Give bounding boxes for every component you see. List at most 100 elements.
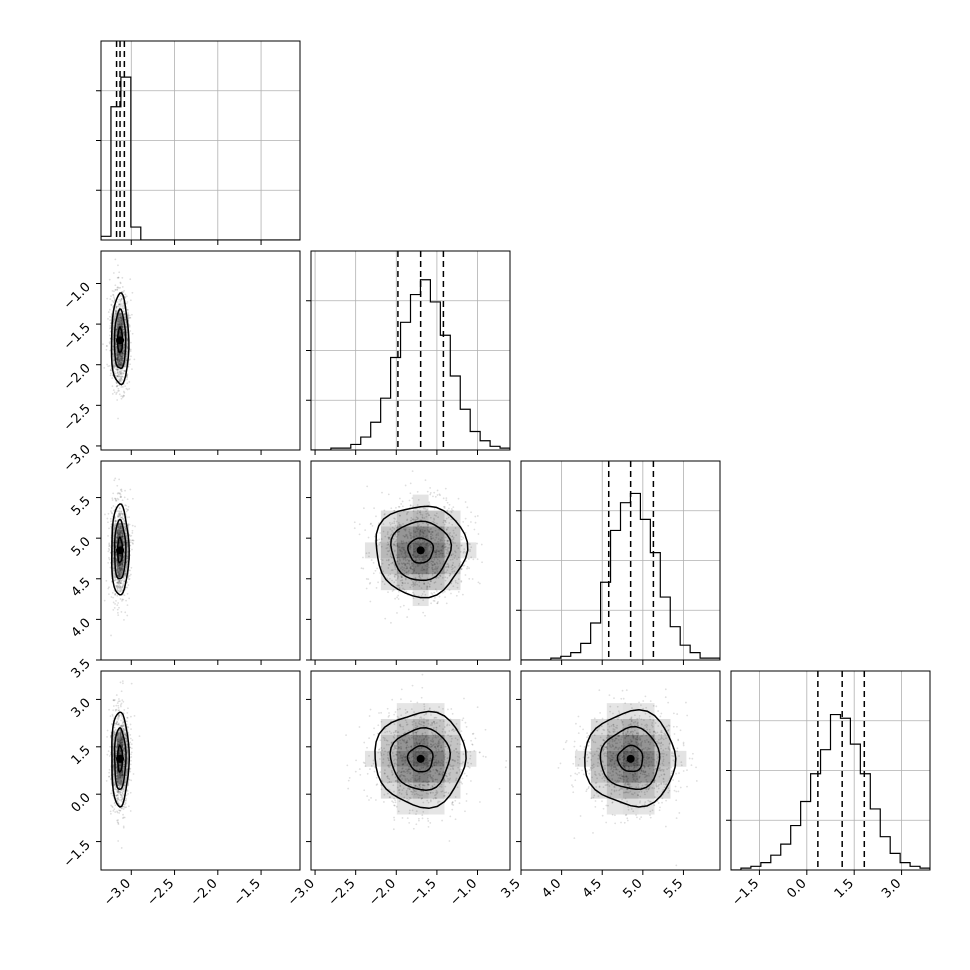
scatter-point [408, 530, 411, 533]
scatter-point [117, 358, 119, 361]
scatter-point [392, 828, 395, 831]
scatter-point [112, 601, 115, 604]
scatter-point [421, 784, 424, 787]
scatter-point [125, 504, 128, 507]
scatter-point [405, 768, 407, 771]
scatter-point [380, 752, 383, 755]
scatter-point [114, 289, 117, 291]
scatter-point [121, 795, 124, 798]
scatter-point [119, 527, 122, 530]
scatter-point [116, 578, 119, 581]
scatter-point [121, 355, 123, 358]
scatter-point [436, 769, 439, 772]
scatter-point [114, 525, 117, 528]
scatter-point [131, 541, 134, 544]
scatter-point [393, 804, 396, 807]
scatter-point [406, 616, 409, 618]
scatter-point [117, 840, 120, 842]
scatter-point [430, 537, 433, 540]
scatter-point [110, 596, 113, 598]
scatter-point [441, 773, 444, 776]
scatter-point [121, 362, 123, 365]
scatter-point [118, 528, 120, 531]
scatter-point [438, 773, 441, 776]
scatter-point [434, 566, 437, 568]
scatter-point [120, 739, 123, 742]
scatter-point [444, 543, 446, 546]
scatter-point [130, 779, 133, 782]
scatter-point [460, 580, 463, 582]
scatter-point [115, 343, 118, 345]
density-cell [111, 361, 118, 368]
scatter-point [112, 753, 115, 756]
scatter-point [433, 563, 436, 566]
scatter-point [118, 510, 121, 513]
scatter-point [421, 593, 424, 595]
scatter-point [121, 738, 124, 741]
scatter-point [450, 510, 453, 512]
scatter-point [120, 362, 123, 364]
scatter-point [121, 797, 124, 799]
scatter-point [119, 371, 122, 373]
scatter-point [121, 565, 124, 568]
scatter-point [117, 356, 120, 358]
scatter-point [406, 535, 408, 537]
scatter-point [410, 517, 413, 519]
scatter-point [438, 493, 441, 496]
histogram-panel-3 [731, 671, 930, 870]
scatter-point [118, 478, 121, 481]
scatter-point [120, 527, 122, 530]
scatter-point [107, 512, 110, 515]
y-tick-label: −1.5 [61, 838, 94, 871]
scatter-point [109, 369, 112, 372]
scatter-point [404, 564, 407, 567]
scatter-point [117, 574, 120, 577]
scatter-point [125, 302, 128, 305]
scatter-point [447, 565, 450, 568]
scatter-point [118, 715, 121, 718]
scatter-point [432, 560, 434, 563]
scatter-point [387, 777, 389, 780]
scatter-point [434, 571, 437, 574]
scatter-point [116, 514, 119, 517]
scatter-point [389, 523, 392, 526]
scatter-point [116, 790, 118, 793]
scatter-point [122, 787, 125, 789]
scatter-point [375, 776, 378, 779]
scatter-point [451, 535, 453, 538]
scatter-point [116, 320, 119, 322]
scatter-point [119, 286, 122, 289]
scatter-point [385, 743, 388, 746]
scatter-point [122, 372, 125, 375]
scatter-point [447, 757, 450, 759]
scatter-point [122, 793, 125, 796]
scatter-point [460, 568, 463, 571]
scatter-point [468, 567, 470, 570]
scatter-point [112, 505, 115, 507]
x-tick-label: −1.5 [729, 876, 762, 909]
scatter-point [405, 573, 408, 576]
scatter-point [447, 566, 450, 569]
scatter-point [388, 712, 390, 714]
scatter-point [402, 775, 405, 777]
scatter-point [422, 507, 425, 510]
scatter-point [118, 298, 120, 301]
scatter-point [457, 578, 460, 580]
scatter-point [115, 352, 118, 355]
scatter-point [119, 521, 122, 524]
scatter-point [455, 594, 458, 597]
scatter-point [120, 355, 122, 358]
scatter-point [116, 578, 119, 581]
scatter-point [117, 510, 120, 512]
scatter-point [461, 568, 463, 570]
scatter-point [121, 722, 124, 725]
scatter-point [126, 751, 129, 754]
scatter-point [117, 790, 120, 793]
scatter-point [409, 567, 412, 570]
scatter-point [407, 511, 409, 514]
density-cell [396, 558, 413, 575]
scatter-point [481, 561, 483, 564]
scatter-point [119, 781, 121, 783]
scatter-point [114, 579, 117, 582]
scatter-point [109, 349, 112, 352]
